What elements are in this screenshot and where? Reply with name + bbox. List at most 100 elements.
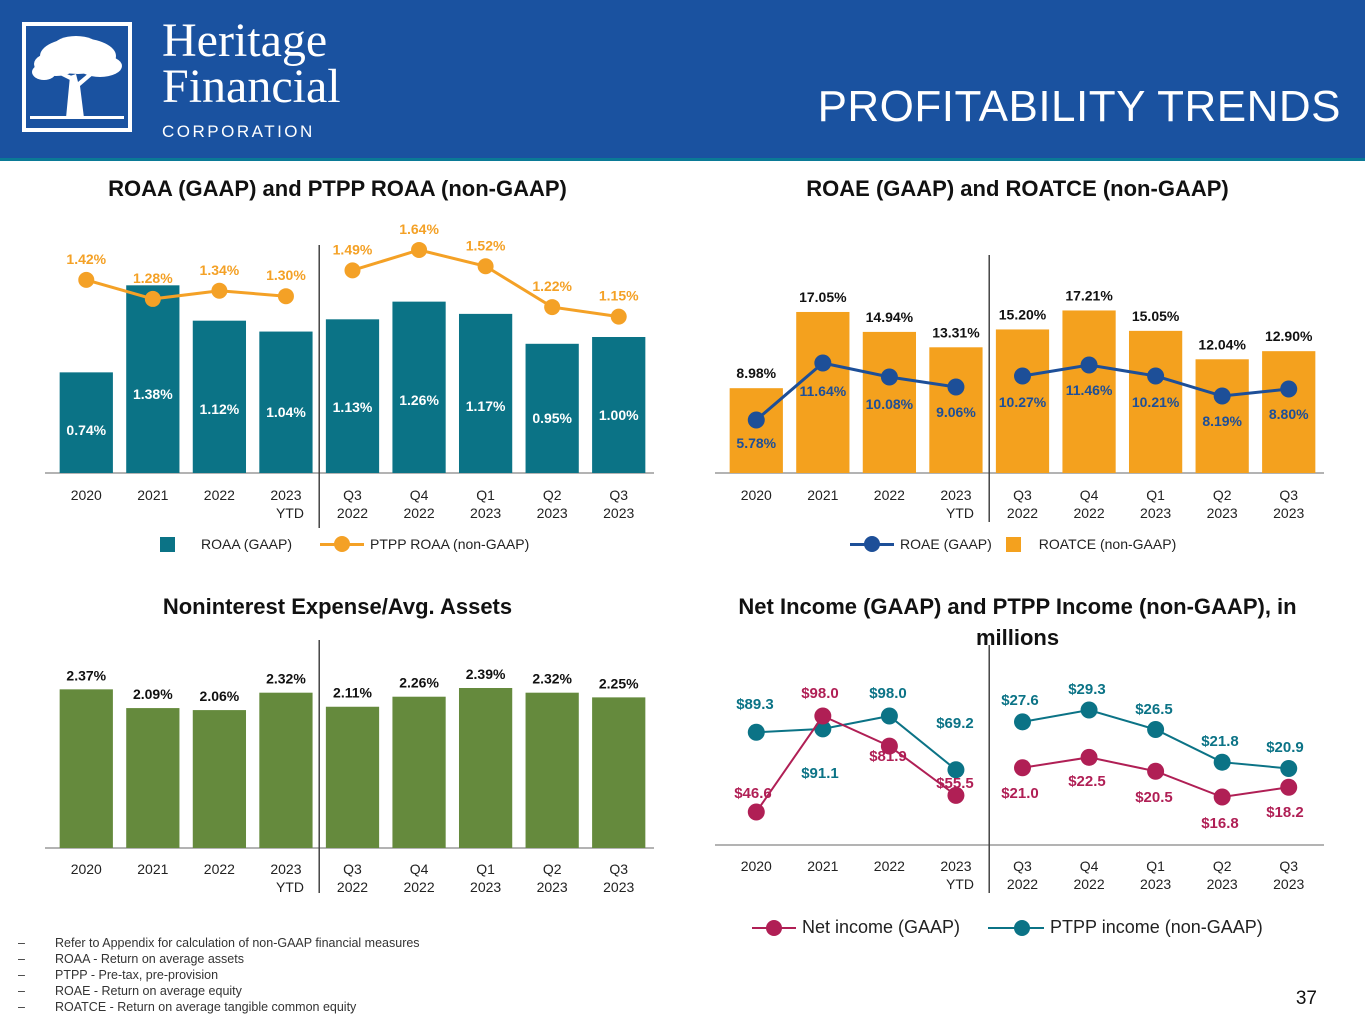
ptpp-roaa-marker [610, 308, 627, 325]
ptpp-income-marker [880, 707, 898, 725]
income-x-tick-label: 2022 [874, 858, 905, 874]
noninterest-expense-data-label: 2.32% [266, 671, 306, 687]
footnote: – ROAE - Return on average equity [18, 984, 242, 998]
noninterest-expense-bar [392, 696, 446, 848]
ptpp-roaa-marker [211, 282, 228, 299]
nie-x-tick-label: YTD [276, 879, 304, 895]
roaa-data-label: 0.95% [532, 410, 572, 426]
legend-item-roaa-gaap: ROAA (GAAP) [160, 536, 292, 552]
logo-line-heritage: Heritage [162, 14, 328, 67]
ptpp-roaa-data-label: 1.28% [133, 270, 173, 286]
legend-swatch-square [160, 536, 175, 552]
ptpp-income-data-label: $26.5 [1135, 701, 1173, 718]
nie-x-tick-label: 2023 [603, 879, 634, 895]
noninterest-expense-data-label: 2.37% [66, 667, 106, 683]
roae-x-tick-label: 2023 [1207, 505, 1238, 521]
roae-marker [1213, 387, 1231, 405]
income-x-tick-label: 2023 [1207, 876, 1238, 892]
ptpp-roaa-data-label: 1.22% [532, 278, 572, 294]
ptpp-roaa-data-label: 1.49% [333, 241, 373, 257]
roae-x-tick-label: 2020 [741, 487, 772, 503]
roae-x-tick-label: Q3 [1279, 487, 1298, 503]
noninterest-expense-data-label: 2.11% [333, 685, 372, 701]
ptpp-roaa-data-label: 1.34% [200, 262, 240, 278]
net-income-marker [1213, 788, 1231, 806]
ptpp-roaa-marker [144, 290, 161, 307]
noninterest-expense-data-label: 2.39% [466, 666, 506, 682]
ptpp-income-marker [1080, 701, 1098, 719]
income-x-tick-label: Q3 [1013, 858, 1032, 874]
roae-marker [880, 368, 898, 386]
roatce-bar [1195, 359, 1249, 473]
oak-tree-icon [30, 36, 124, 119]
net-income-marker [814, 707, 832, 725]
legend-label: ROAA (GAAP) [201, 536, 293, 552]
nie-x-tick-label: 2023 [470, 879, 501, 895]
chart-title-net-income: Net Income (GAAP) and PTPP Income (non-G… [738, 594, 1297, 650]
income-x-tick-label: Q2 [1213, 858, 1232, 874]
roatce-data-label: 8.98% [736, 365, 776, 381]
nie-x-tick-label: Q1 [476, 861, 495, 877]
legend-item-ptpp-income: PTPP income (non-GAAP) [988, 917, 1263, 938]
roaa-x-tick-label: YTD [276, 505, 304, 521]
roatce-data-label: 15.05% [1132, 308, 1180, 324]
roae-marker [814, 354, 832, 372]
roaa-x-tick-label: 2022 [204, 487, 235, 503]
noninterest-expense-bar [192, 710, 247, 848]
roaa-x-tick-label: Q3 [609, 487, 628, 503]
roatce-data-label: 13.31% [932, 324, 980, 340]
net-income-marker [1280, 778, 1298, 796]
roaa-data-label: 0.74% [66, 422, 106, 438]
ptpp-income-line-quarterly [1022, 708, 1289, 770]
roae-data-label: 10.21% [1132, 394, 1180, 410]
legend-label: PTPP ROAA (non-GAAP) [370, 536, 530, 552]
roaa-x-tick-label: Q2 [543, 487, 562, 503]
roaa-bar [325, 319, 380, 473]
nie-x-tick-label: 2023 [537, 879, 568, 895]
chart-title-roaa: ROAA (GAAP) and PTPP ROAA (non-GAAP) [108, 176, 567, 201]
ptpp-roaa-data-label: 1.15% [599, 288, 639, 304]
ptpp-income-line-annual [756, 714, 957, 771]
legend-income: Net income (GAAP) PTPP income (non-GAAP) [752, 917, 1291, 938]
roaa-bar [458, 313, 513, 473]
noninterest-expense-data-label: 2.26% [399, 675, 439, 691]
logo-text: Heritage Financial CORPORATION [162, 14, 341, 142]
income-x-tick-label: YTD [946, 876, 974, 892]
chart-title-noninterest-expense: Noninterest Expense/Avg. Assets [162, 594, 513, 619]
roae-x-tick-label: 2022 [1007, 505, 1038, 521]
roaa-bar [392, 301, 446, 473]
nie-x-tick-label: 2020 [71, 861, 102, 877]
income-x-tick-label: 2022 [1007, 876, 1038, 892]
roatce-data-label: 17.05% [799, 289, 847, 305]
noninterest-expense-bar [592, 697, 646, 848]
ptpp-income-marker [747, 723, 765, 741]
footnote: – PTPP - Pre-tax, pre-provision [18, 968, 219, 982]
roaa-x-tick-label: 2022 [403, 505, 434, 521]
roatce-data-label: 12.90% [1265, 328, 1313, 344]
ptpp-income-data-label: $69.2 [936, 715, 974, 732]
page-number: 37 [1295, 988, 1317, 1009]
net-income-marker [1014, 759, 1031, 777]
footnote: – ROAA - Return on average assets [18, 952, 244, 966]
roae-x-tick-label: 2023 [1273, 505, 1304, 521]
ptpp-roaa-marker [544, 299, 561, 316]
legend-label: Net income (GAAP) [802, 917, 961, 937]
noninterest-expense-bar [525, 692, 579, 848]
roae-x-tick-label: YTD [946, 505, 974, 521]
nie-x-tick-label: Q4 [410, 861, 429, 877]
roaa-bar [59, 372, 113, 473]
net-income-data-label: $21.0 [1001, 785, 1039, 802]
roaa-x-tick-label: 2021 [137, 487, 168, 503]
ptpp-income-data-label: $89.3 [736, 696, 774, 713]
roae-data-label: 10.08% [866, 396, 914, 412]
nie-x-tick-label: 2021 [137, 861, 168, 877]
roatce-data-label: 12.04% [1198, 336, 1246, 352]
roae-x-tick-label: Q1 [1146, 487, 1165, 503]
nie-x-tick-label: 2022 [337, 879, 368, 895]
noninterest-expense-bar [59, 689, 113, 848]
roae-data-label: 5.78% [736, 435, 776, 451]
logo-line-financial: Financial [162, 60, 341, 113]
nie-x-tick-label: Q2 [543, 861, 562, 877]
ptpp-income-data-label: $29.3 [1068, 681, 1106, 698]
roaa-bar [592, 337, 646, 473]
